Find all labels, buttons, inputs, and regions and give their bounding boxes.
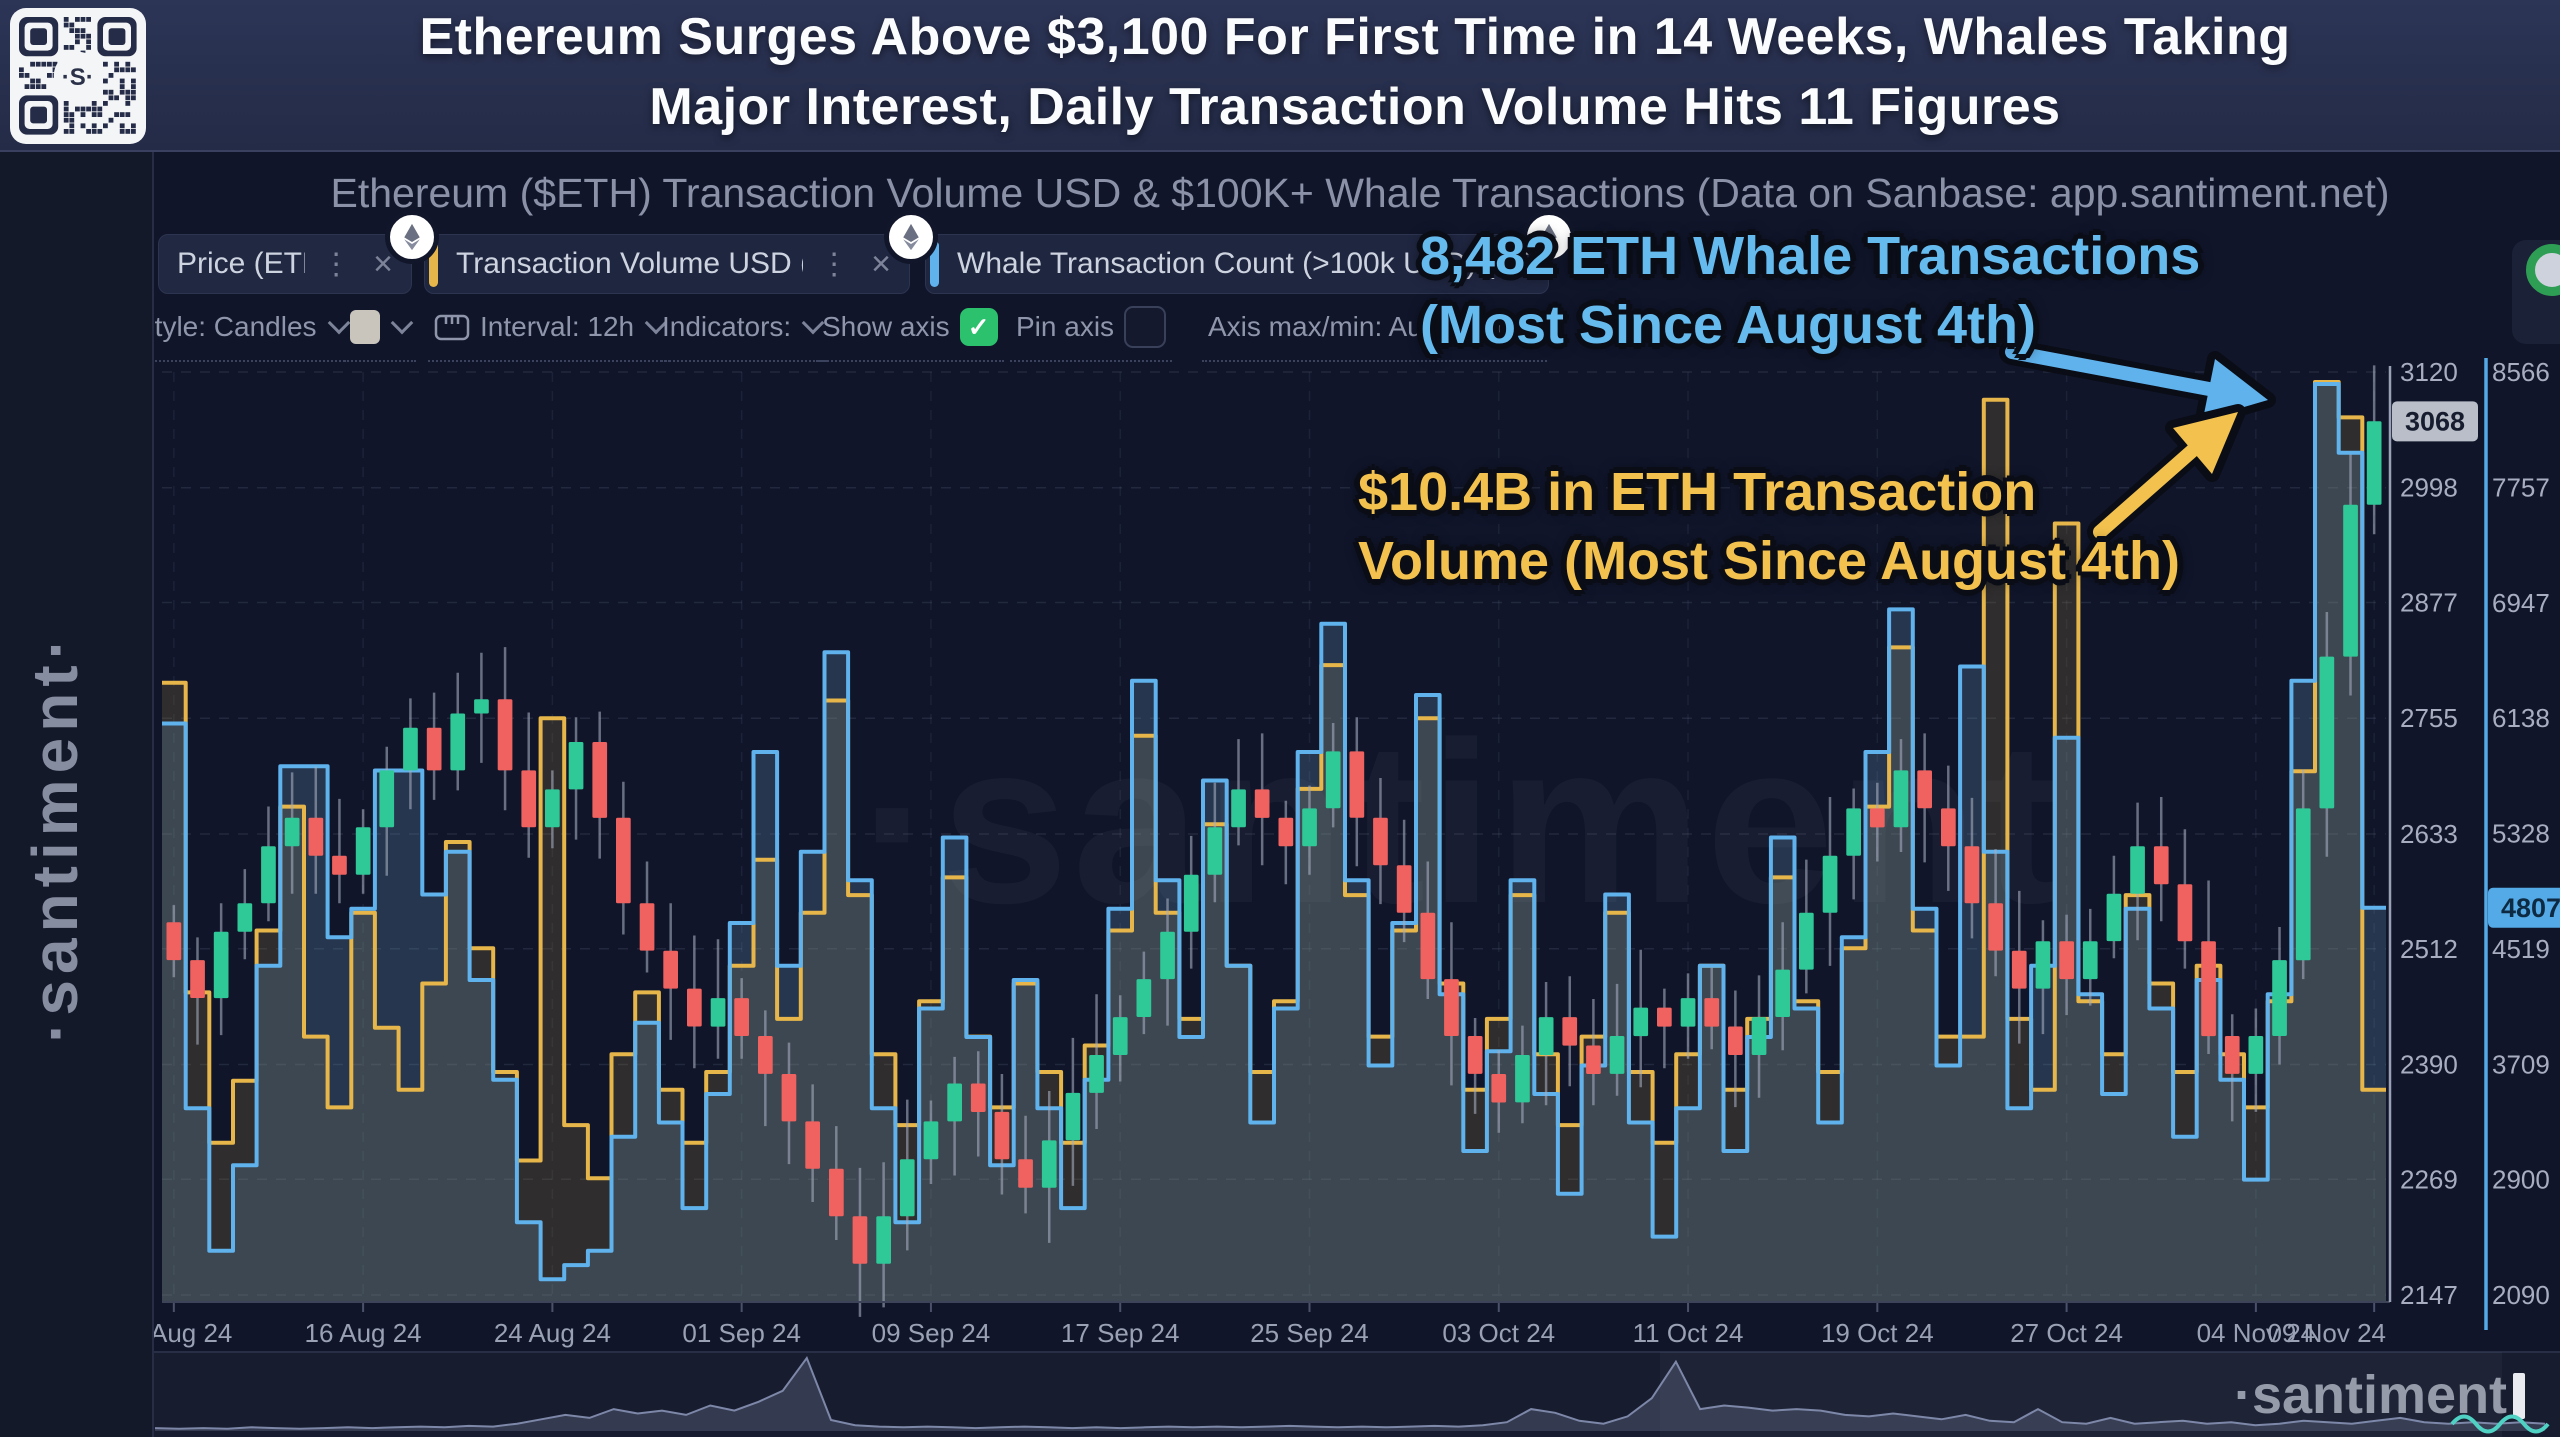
volume-arrow [2087,404,2246,545]
axis-maxmin-label: Axis max/min: Auto/Auto [1208,311,1512,342]
pin-axis-checkbox[interactable] [1124,306,1167,348]
style-dropdown[interactable]: Style: Candles [130,302,353,362]
tab-label: Transaction Volume USD (ETH) [456,247,803,280]
ethereum-icon [1522,210,1576,264]
tab-accent-bar [930,241,939,287]
minimap-live-squiggle [2450,1414,2550,1434]
whale-axis-label: 6138 [2492,703,2550,733]
show-axis-toggle[interactable]: Show axis ✓ [816,302,1004,362]
tab-price-eth[interactable]: Price (ETH) ⋮ × [158,234,412,294]
tab-accent-bar [429,241,438,287]
header-bar: ·S· Ethereum Surges Above $3,100 For Fir… [0,0,2560,152]
x-axis-label: 04 Nov 24 [2197,1318,2316,1348]
logo-cursor-bar [2513,1373,2526,1419]
x-axis-label: 19 Oct 24 [1821,1318,1934,1348]
x-axis-label: 03 Oct 24 [1442,1318,1555,1348]
pin-axis-toggle[interactable]: Pin axis [1010,302,1173,362]
tab-label: Price (ETH) [177,247,305,280]
tab-menu-icon[interactable]: ⋮ [819,247,850,281]
x-axis-label: 01 Sep 24 [682,1318,801,1348]
price-axis-label: 2512 [2400,934,2458,964]
show-axis-label: Show axis [822,311,950,342]
price-axis-label: 3120 [2400,357,2458,387]
price-last-value-badge [2392,401,2478,442]
x-axis-label: 25 Sep 24 [1250,1318,1369,1348]
pin-axis-label: Pin axis [1016,311,1115,342]
style-label: Style: Candles [136,311,317,342]
show-axis-checkbox[interactable]: ✓ [959,308,998,346]
x-axis-label: 11 Oct 24 [1633,1318,1744,1348]
whale-line [162,382,2386,1282]
color-swatch[interactable] [350,310,380,344]
whale-axis-label: 8566 [2492,357,2550,387]
whale-axis-label: 2090 [2492,1280,2550,1310]
whale-annotation-line1: 8,482 ETH Whale Transactions [1420,226,2201,286]
x-axis-label: 09 Nov 24 [2267,1318,2386,1348]
whale-axis-label: 2900 [2492,1165,2550,1195]
interval-icon [434,314,470,341]
tab-label: Whale Transaction Count (>100k USD) (ETH [957,247,1548,280]
svg-text:3068: 3068 [2405,406,2465,436]
qr-code: ·S· [10,8,146,144]
green-ring-icon [2526,244,2560,296]
x-axis-label: 09 Sep 24 [872,1318,991,1348]
x-axis-label: 24 Aug 24 [494,1318,611,1348]
interval-dropdown[interactable]: Interval: 12h [428,302,671,362]
price-axis-label: 2998 [2400,473,2458,503]
price-axis-label: 2147 [2400,1280,2458,1310]
price-axis-label: 2390 [2400,1049,2458,1079]
indicators-label: Indicators: [662,311,792,342]
price-axis-label: 2633 [2400,819,2458,849]
volume-annotation: $10.4B in ETH Transaction Volume (Most S… [1358,458,2180,596]
tab-transaction-volume[interactable]: Transaction Volume USD (ETH) ⋮ × [424,234,910,294]
tab-menu-icon[interactable]: ⋮ [321,247,352,281]
x-axis-label: 27 Oct 24 [2010,1318,2123,1348]
x-axis-label: 16 Aug 24 [305,1318,422,1348]
chart-layout-button[interactable] [2512,240,2560,344]
title-line-1: Ethereum Surges Above $3,100 For First T… [419,8,2291,66]
whale-axis-label: 5328 [2492,819,2550,849]
whale-axis-label: 6947 [2492,588,2550,618]
tab-whale-transaction-count[interactable]: Whale Transaction Count (>100k USD) (ETH [925,234,1549,294]
whale-axis-label: 4519 [2492,934,2550,964]
page-title: Ethereum Surges Above $3,100 For First T… [150,2,2560,142]
whale-axis-label: 3709 [2492,1049,2550,1079]
indicators-dropdown[interactable]: Indicators: [656,302,828,362]
whale-last-value-badge [2488,887,2560,928]
color-picker[interactable] [344,302,416,362]
x-axis-label: 17 Sep 24 [1061,1318,1180,1348]
svg-text:·S·: ·S· [62,64,94,91]
price-axis-label: 2269 [2400,1164,2458,1194]
ethereum-icon [385,210,439,264]
price-axis-label: 2755 [2400,703,2458,733]
axis-maxmin-dropdown[interactable]: Axis max/min: Auto/Auto [1202,302,1548,362]
ethereum-icon [884,210,938,264]
whale-annotation-line2: (Most Since August 4th) [1420,295,2036,355]
chart-subtitle: Ethereum ($ETH) Transaction Volume USD &… [330,170,2390,216]
volume-annotation-line2: Volume (Most Since August 4th) [1358,531,2181,591]
interval-label: Interval: 12h [480,311,635,342]
title-line-2: Major Interest, Daily Transaction Volume… [649,78,2061,136]
svg-text:4807: 4807 [2501,893,2560,923]
tab-close-icon[interactable]: × [871,244,891,283]
volume-annotation-line1: $10.4B in ETH Transaction [1358,462,2037,522]
left-sidebar: ·santiment· [0,152,154,1437]
whale-annotation: 8,482 ETH Whale Transactions (Most Since… [1420,222,2200,360]
price-axis-label: 2877 [2400,588,2458,618]
whale-axis-label: 7757 [2492,472,2550,502]
tab-close-icon[interactable]: × [373,244,393,283]
